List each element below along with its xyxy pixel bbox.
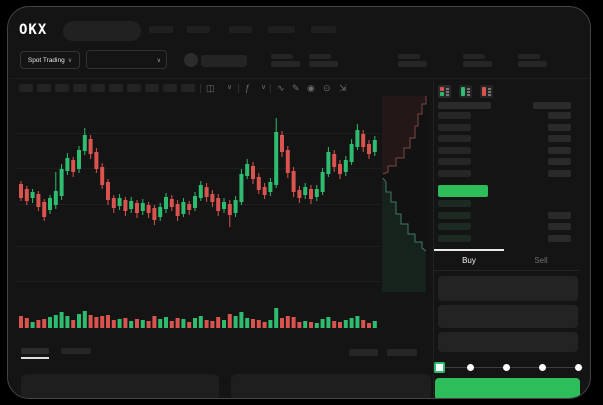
ask-price[interactable] — [438, 135, 471, 142]
timeframe-button[interactable] — [109, 84, 123, 92]
chevron-down-icon: ∨ — [156, 58, 161, 64]
amount-slider[interactable] — [437, 367, 583, 368]
slider-dot[interactable] — [503, 364, 510, 371]
stat-label — [398, 54, 420, 59]
chevron-down-icon[interactable]: ∨ — [261, 84, 267, 91]
pair-selector-dropdown[interactable]: ∨ — [86, 50, 167, 69]
chevron-down-icon[interactable]: ∨ — [227, 84, 233, 91]
buy-button[interactable] — [435, 378, 580, 398]
stat-label — [463, 54, 485, 59]
market-type-dropdown[interactable]: Spot Trading ∨ — [20, 51, 80, 69]
bottom-bar-link[interactable] — [349, 349, 378, 356]
timeframe-button[interactable] — [91, 84, 105, 92]
stat-value — [518, 61, 547, 67]
slider-handle[interactable] — [434, 362, 445, 373]
ask-amount[interactable] — [548, 147, 571, 154]
timeframe-button[interactable] — [181, 84, 195, 92]
ask-amount[interactable] — [548, 124, 571, 131]
slider-dot[interactable] — [467, 364, 474, 371]
slider-dot[interactable] — [539, 364, 546, 371]
settings-icon[interactable]: ⊙ — [323, 83, 331, 93]
bottom-panel-right — [231, 374, 431, 398]
timeframe-button[interactable] — [163, 84, 177, 92]
stat-value — [398, 61, 427, 67]
chevron-down-icon: ∨ — [67, 57, 73, 64]
book-combined-icon[interactable] — [438, 85, 451, 98]
nav-item[interactable] — [149, 26, 173, 33]
bid-price[interactable] — [438, 235, 471, 242]
ask-price[interactable] — [438, 158, 471, 165]
header-divider — [9, 78, 589, 79]
ask-price[interactable] — [438, 147, 471, 154]
ask-amount[interactable] — [548, 170, 571, 177]
app-window: OKX Spot Trading ∨ ∨ ◫ ∨ ƒ ∨ ∿ ✎ ◉ ⊙ ⇲ — [7, 6, 591, 399]
bid-amount[interactable] — [548, 212, 571, 219]
bid-amount[interactable] — [548, 235, 571, 242]
ask-price[interactable] — [438, 124, 471, 131]
nav-item[interactable] — [187, 26, 210, 33]
orderbook-header-amount — [533, 102, 571, 109]
amount-input[interactable] — [438, 305, 578, 328]
bid-amount[interactable] — [548, 223, 571, 230]
draw-icon[interactable]: ✎ — [292, 83, 300, 93]
price-input[interactable] — [438, 276, 578, 301]
timeframe-button[interactable] — [37, 84, 51, 92]
book-asks-icon[interactable] — [480, 85, 493, 98]
depth-chart — [382, 96, 429, 292]
toolbar-divider — [200, 84, 201, 93]
chart-type-icon[interactable]: ◫ — [206, 83, 215, 93]
fullscreen-icon[interactable]: ⇲ — [339, 83, 347, 93]
timeframe-button[interactable] — [19, 84, 33, 92]
bottom-tab-underline — [21, 357, 49, 359]
nav-item[interactable] — [229, 26, 252, 33]
coin-avatar-icon — [184, 53, 198, 67]
bottom-tab[interactable] — [61, 348, 91, 354]
timeframe-button[interactable] — [127, 84, 141, 92]
stat-value — [309, 61, 338, 67]
stat-label — [309, 54, 331, 59]
nav-item[interactable] — [268, 26, 295, 33]
camera-icon[interactable]: ◉ — [307, 83, 315, 93]
nav-item[interactable] — [311, 26, 336, 33]
ask-amount[interactable] — [548, 112, 571, 119]
search-input[interactable] — [63, 21, 141, 41]
stat-label — [518, 54, 540, 59]
active-tab-indicator — [434, 249, 504, 251]
ask-price[interactable] — [438, 112, 471, 119]
orderbook-header-price — [438, 102, 491, 109]
stat-value — [463, 61, 492, 67]
bid-price[interactable] — [438, 223, 471, 230]
tab-buy[interactable]: Buy — [462, 256, 476, 265]
toolbar-divider — [270, 84, 271, 93]
stat-label — [271, 54, 293, 59]
slider-dot[interactable] — [575, 364, 582, 371]
stat-value — [271, 61, 300, 67]
okx-logo: OKX — [19, 22, 48, 38]
pair-title-placeholder[interactable] — [201, 55, 247, 67]
ask-amount[interactable] — [548, 135, 571, 142]
tab-sell[interactable]: Sell — [534, 256, 548, 265]
market-type-label: Spot Trading — [27, 56, 65, 64]
timeframe-button[interactable] — [55, 84, 69, 92]
book-bids-icon[interactable] — [459, 85, 472, 98]
toolbar-divider — [238, 84, 239, 93]
line-tool-icon[interactable]: ∿ — [277, 83, 285, 93]
indicators-icon[interactable]: ƒ — [245, 83, 251, 93]
bottom-bar-link[interactable] — [387, 349, 417, 356]
timeframe-button[interactable] — [73, 84, 87, 92]
bid-price[interactable] — [438, 212, 471, 219]
panel-divider — [433, 81, 434, 398]
total-input[interactable] — [438, 332, 578, 352]
ask-price[interactable] — [438, 170, 471, 177]
bottom-panel-left — [21, 374, 219, 398]
bid-price[interactable] — [438, 200, 471, 207]
buy-sell-tabrow — [434, 251, 579, 271]
ask-amount[interactable] — [548, 158, 571, 165]
bottom-tab-active[interactable] — [21, 348, 49, 354]
timeframe-button[interactable] — [145, 84, 159, 92]
last-price-badge[interactable] — [438, 185, 488, 197]
candlestick-chart[interactable] — [16, 101, 381, 333]
